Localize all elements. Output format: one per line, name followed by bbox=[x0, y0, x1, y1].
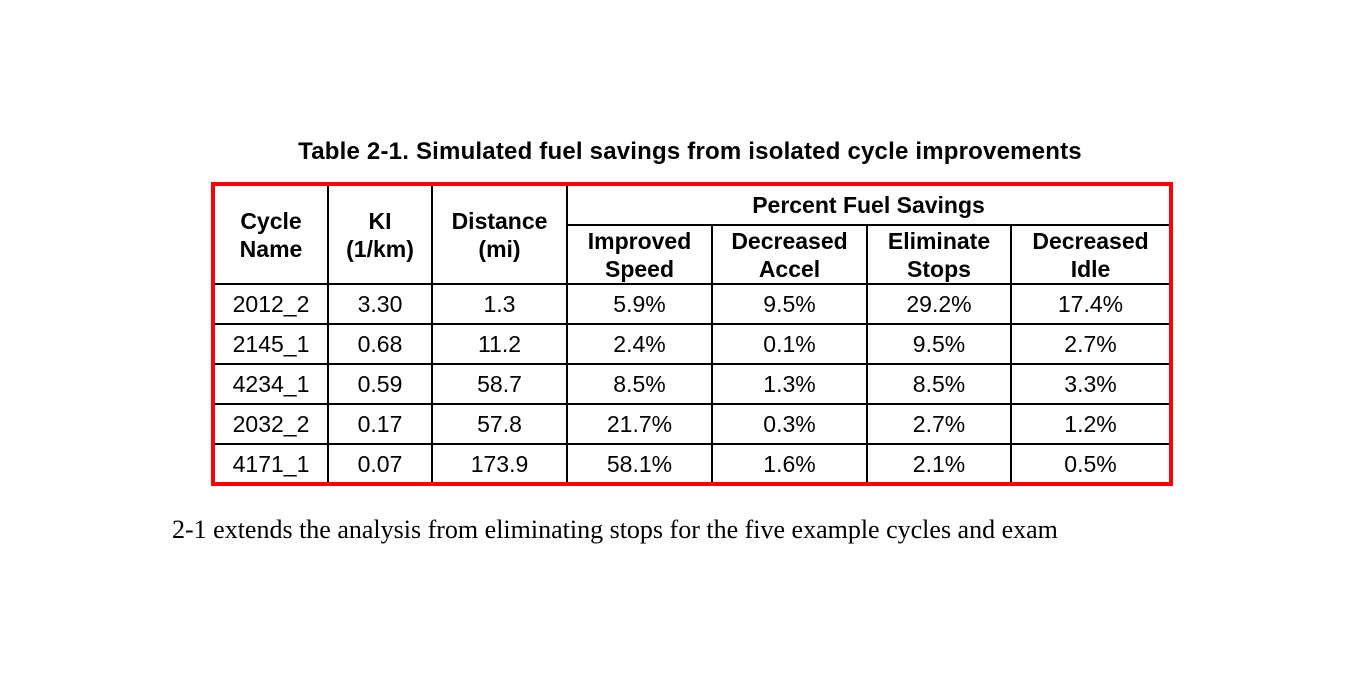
cell-decreased-accel: 9.5% bbox=[711, 283, 868, 325]
table-row: 4171_1 0.07 173.9 58.1% 1.6% 2.1% 0.5% bbox=[212, 443, 1173, 485]
cell-cycle-name: 4234_1 bbox=[212, 363, 329, 405]
cell-distance: 58.7 bbox=[431, 363, 568, 405]
cell-cycle-name: 2145_1 bbox=[212, 323, 329, 365]
body-text-fragment: 2-1 extends the analysis from eliminatin… bbox=[172, 515, 1058, 544]
cell-ki: 0.59 bbox=[327, 363, 433, 405]
table-row: 2032_2 0.17 57.8 21.7% 0.3% 2.7% 1.2% bbox=[212, 403, 1173, 445]
cell-ki: 0.68 bbox=[327, 323, 433, 365]
cell-cycle-name: 2012_2 bbox=[212, 283, 329, 325]
cell-decreased-idle: 2.7% bbox=[1009, 323, 1173, 365]
cell-eliminate-stops: 8.5% bbox=[866, 363, 1012, 405]
col-header-decreased-accel: Decreased Accel bbox=[711, 224, 868, 285]
col-header-eliminate-stops: Eliminate Stops bbox=[866, 224, 1012, 285]
cell-decreased-idle: 3.3% bbox=[1009, 363, 1173, 405]
cell-eliminate-stops: 9.5% bbox=[866, 323, 1012, 365]
cell-distance: 11.2 bbox=[431, 323, 568, 365]
col-header-decreased-idle: Decreased Idle bbox=[1009, 224, 1173, 285]
cell-distance: 57.8 bbox=[431, 403, 568, 445]
header-row-group: Cycle Name KI (1/km) Distance (mi) Perce… bbox=[212, 183, 1173, 285]
cell-ki: 3.30 bbox=[327, 283, 433, 325]
cell-decreased-idle: 0.5% bbox=[1009, 443, 1173, 485]
cell-ki: 0.17 bbox=[327, 403, 433, 445]
cell-eliminate-stops: 2.7% bbox=[866, 403, 1012, 445]
cell-improved-speed: 21.7% bbox=[566, 403, 713, 445]
cell-cycle-name: 4171_1 bbox=[212, 443, 329, 485]
cell-distance: 173.9 bbox=[431, 443, 568, 485]
cell-decreased-idle: 17.4% bbox=[1009, 283, 1173, 325]
cell-decreased-accel: 1.3% bbox=[711, 363, 868, 405]
cell-decreased-accel: 0.3% bbox=[711, 403, 868, 445]
header-row-sub: Improved Speed Decreased Accel Eliminate… bbox=[213, 224, 1173, 285]
col-header-ki: KI (1/km) bbox=[327, 183, 433, 285]
table-row: 2012_2 3.30 1.3 5.9% 9.5% 29.2% 17.4% bbox=[212, 283, 1173, 325]
cell-ki: 0.07 bbox=[327, 443, 433, 485]
cell-eliminate-stops: 2.1% bbox=[866, 443, 1012, 485]
cell-cycle-name: 2032_2 bbox=[212, 403, 329, 445]
table-row: 2145_1 0.68 11.2 2.4% 0.1% 9.5% 2.7% bbox=[212, 323, 1173, 365]
table-row: 4234_1 0.59 58.7 8.5% 1.3% 8.5% 3.3% bbox=[212, 363, 1173, 405]
col-header-distance: Distance (mi) bbox=[431, 183, 568, 285]
cell-eliminate-stops: 29.2% bbox=[866, 283, 1012, 325]
cell-decreased-idle: 1.2% bbox=[1009, 403, 1173, 445]
cell-improved-speed: 5.9% bbox=[566, 283, 713, 325]
cell-improved-speed: 8.5% bbox=[566, 363, 713, 405]
cell-decreased-accel: 0.1% bbox=[711, 323, 868, 365]
table-caption: Table 2-1. Simulated fuel savings from i… bbox=[298, 138, 1082, 165]
cell-improved-speed: 2.4% bbox=[566, 323, 713, 365]
cell-distance: 1.3 bbox=[431, 283, 568, 325]
cell-improved-speed: 58.1% bbox=[566, 443, 713, 485]
col-header-cycle-name: Cycle Name bbox=[212, 183, 329, 285]
col-group-header-percent-fuel-savings: Percent Fuel Savings bbox=[565, 183, 1173, 226]
cell-decreased-accel: 1.6% bbox=[711, 443, 868, 485]
col-header-improved-speed: Improved Speed bbox=[566, 224, 713, 285]
fuel-savings-table: Cycle Name KI (1/km) Distance (mi) Perce… bbox=[211, 182, 1174, 486]
